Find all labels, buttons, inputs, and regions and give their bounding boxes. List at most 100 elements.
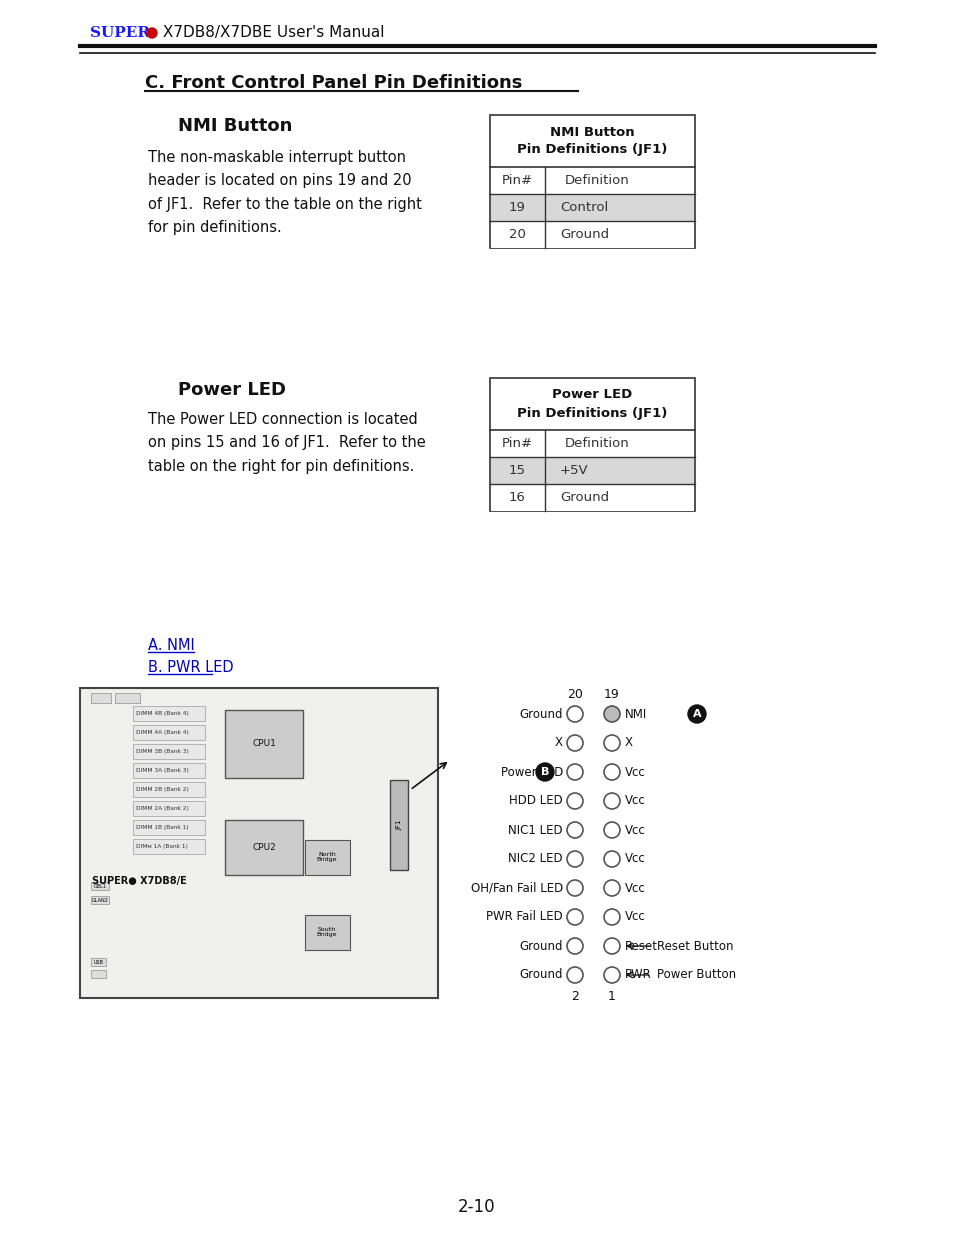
Text: NIC1 LED: NIC1 LED <box>508 824 562 836</box>
Bar <box>132 763 205 778</box>
Text: DIMM 4A (Bank 4): DIMM 4A (Bank 4) <box>136 730 189 735</box>
Bar <box>491 484 693 510</box>
Text: Power LED: Power LED <box>178 382 286 399</box>
Text: DIMM 2A (Bank 2): DIMM 2A (Bank 2) <box>136 806 189 811</box>
Text: Vcc: Vcc <box>624 852 645 866</box>
Bar <box>132 782 205 797</box>
Text: 15: 15 <box>508 464 525 477</box>
Text: PWR Fail LED: PWR Fail LED <box>486 910 562 924</box>
Text: Vcc: Vcc <box>624 794 645 808</box>
Text: Power LED: Power LED <box>500 766 562 778</box>
Circle shape <box>603 851 619 867</box>
Bar <box>132 743 205 760</box>
Text: C. Front Control Panel Pin Definitions: C. Front Control Panel Pin Definitions <box>145 74 522 91</box>
Text: CPU2: CPU2 <box>252 842 275 851</box>
Text: GLAN2: GLAN2 <box>91 898 109 903</box>
Bar <box>490 115 695 248</box>
Circle shape <box>603 735 619 751</box>
Text: Vcc: Vcc <box>624 882 645 894</box>
Text: HDD LED: HDD LED <box>509 794 562 808</box>
Circle shape <box>566 735 582 751</box>
Text: NIC2 LED: NIC2 LED <box>508 852 562 866</box>
Bar <box>132 820 205 835</box>
Text: South
Bridge: South Bridge <box>316 926 337 937</box>
Bar <box>91 958 106 966</box>
Circle shape <box>566 706 582 722</box>
Text: Vcc: Vcc <box>624 824 645 836</box>
Text: DIMM 4B (Bank 4): DIMM 4B (Bank 4) <box>136 711 189 716</box>
Text: OH/Fan Fail LED: OH/Fan Fail LED <box>470 882 562 894</box>
Bar <box>225 820 303 876</box>
Text: A: A <box>692 709 700 719</box>
Circle shape <box>566 967 582 983</box>
Text: SUPER: SUPER <box>90 26 150 40</box>
Text: 19: 19 <box>603 688 619 701</box>
Text: 1: 1 <box>607 990 616 1004</box>
Text: NMI: NMI <box>624 708 646 720</box>
Text: Ground: Ground <box>519 968 562 982</box>
Bar <box>390 781 408 869</box>
Circle shape <box>603 967 619 983</box>
Circle shape <box>603 764 619 781</box>
Circle shape <box>566 793 582 809</box>
Text: Pin#: Pin# <box>501 174 532 186</box>
Bar <box>115 693 140 703</box>
Bar <box>490 378 695 511</box>
Text: 19: 19 <box>508 201 525 214</box>
Text: PWR: PWR <box>624 968 651 982</box>
Bar <box>80 688 437 998</box>
Text: The non-maskable interrupt button
header is located on pins 19 and 20
of JF1.  R: The non-maskable interrupt button header… <box>148 149 421 235</box>
Text: USB: USB <box>93 960 103 965</box>
Text: Ground: Ground <box>519 940 562 952</box>
Text: B: B <box>540 767 549 777</box>
Bar <box>132 839 205 853</box>
Text: Ground: Ground <box>559 228 608 241</box>
Text: The Power LED connection is located
on pins 15 and 16 of JF1.  Refer to the
tabl: The Power LED connection is located on p… <box>148 412 425 474</box>
Circle shape <box>566 909 582 925</box>
Text: A. NMI: A. NMI <box>148 638 194 653</box>
Text: JF1: JF1 <box>395 820 401 830</box>
Text: North
Bridge: North Bridge <box>316 852 337 862</box>
Text: 16: 16 <box>508 492 525 504</box>
Circle shape <box>566 881 582 897</box>
Bar <box>491 221 693 247</box>
Text: Ground: Ground <box>559 492 608 504</box>
Circle shape <box>603 881 619 897</box>
Text: DIMM 3A (Bank 3): DIMM 3A (Bank 3) <box>136 768 189 773</box>
Text: NMI Button
Pin Definitions (JF1): NMI Button Pin Definitions (JF1) <box>517 126 667 157</box>
Text: Definition: Definition <box>564 174 629 186</box>
Bar <box>305 915 350 950</box>
Text: 2: 2 <box>571 990 578 1004</box>
Text: Definition: Definition <box>564 437 629 450</box>
Text: B. PWR LED: B. PWR LED <box>148 659 233 676</box>
Circle shape <box>603 939 619 953</box>
Text: DIMM 3B (Bank 3): DIMM 3B (Bank 3) <box>136 748 189 755</box>
Text: 20: 20 <box>508 228 525 241</box>
Text: Reset Button: Reset Button <box>657 940 733 952</box>
Text: Power Button: Power Button <box>657 968 736 982</box>
Circle shape <box>603 706 619 722</box>
Text: Reset: Reset <box>624 940 658 952</box>
Circle shape <box>603 909 619 925</box>
Text: 2-10: 2-10 <box>457 1198 496 1216</box>
Text: DIMм 1A (Bank 1): DIMм 1A (Bank 1) <box>136 844 188 848</box>
Text: X7DB8/X7DBE User's Manual: X7DB8/X7DBE User's Manual <box>158 26 384 41</box>
Circle shape <box>147 28 157 38</box>
Bar <box>91 882 109 890</box>
Text: +5V: +5V <box>559 464 588 477</box>
Text: Pin#: Pin# <box>501 437 532 450</box>
Bar <box>132 725 205 740</box>
Text: Vcc: Vcc <box>624 766 645 778</box>
Text: NMI Button: NMI Button <box>178 117 292 135</box>
Bar <box>132 706 205 721</box>
Text: Control: Control <box>559 201 608 214</box>
Circle shape <box>603 793 619 809</box>
Bar <box>91 693 111 703</box>
Circle shape <box>566 939 582 953</box>
Bar <box>132 802 205 816</box>
Circle shape <box>566 764 582 781</box>
Bar <box>491 194 693 221</box>
Text: Power LED
Pin Definitions (JF1): Power LED Pin Definitions (JF1) <box>517 389 667 420</box>
Bar <box>225 710 303 778</box>
Bar <box>91 969 106 978</box>
